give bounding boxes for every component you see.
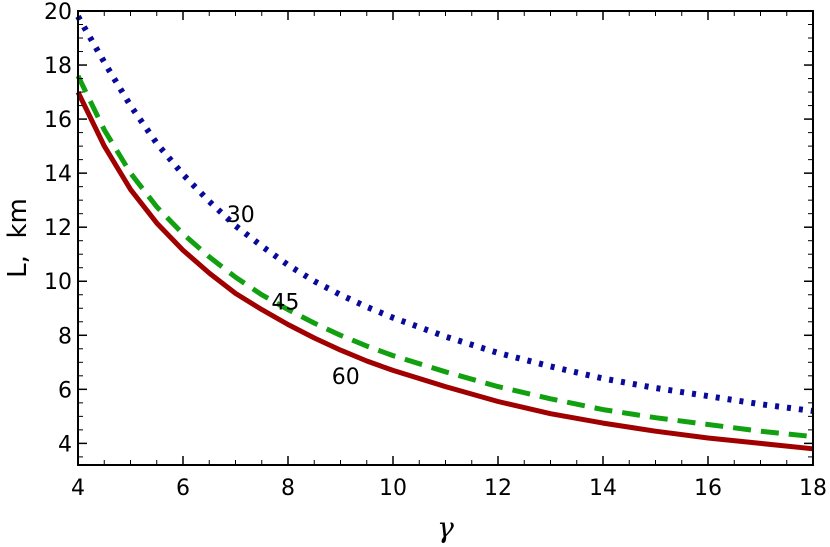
x-tick-label: 16	[694, 476, 722, 501]
x-tick-label: 12	[484, 476, 512, 501]
series-line-60	[75, 91, 814, 452]
y-axis-label: L, km	[3, 198, 33, 278]
y-tick-label: 14	[44, 162, 72, 187]
axis-ticks: 4 6 8 10 12 14 16 18 4 6 8 10 12 14 16 18 20	[44, 0, 827, 501]
y-tick-label: 6	[58, 378, 72, 403]
x-tick-label: 10	[379, 476, 407, 501]
y-tick-label: 18	[44, 54, 72, 79]
x-axis-label: γ	[437, 511, 454, 544]
x-tick-label: 14	[589, 476, 617, 501]
y-tick-label: 12	[44, 216, 72, 241]
y-tick-label: 8	[58, 324, 72, 349]
y-tick-label: 20	[44, 0, 72, 25]
series-line-30	[75, 14, 814, 414]
curve-label: 30	[227, 203, 255, 228]
y-tick-label: 10	[44, 270, 72, 295]
x-tick-label: 8	[281, 476, 295, 501]
y-tick-label: 4	[58, 432, 72, 457]
curve-label: 45	[271, 291, 299, 316]
curve-label: 60	[332, 365, 360, 390]
x-tick-label: 18	[799, 476, 827, 501]
y-tick-label: 16	[44, 108, 72, 133]
x-tick-label: 6	[176, 476, 190, 501]
series-line-45	[75, 74, 814, 440]
x-tick-label: 4	[71, 476, 85, 501]
plot-area: 30 45 60	[75, 14, 814, 452]
